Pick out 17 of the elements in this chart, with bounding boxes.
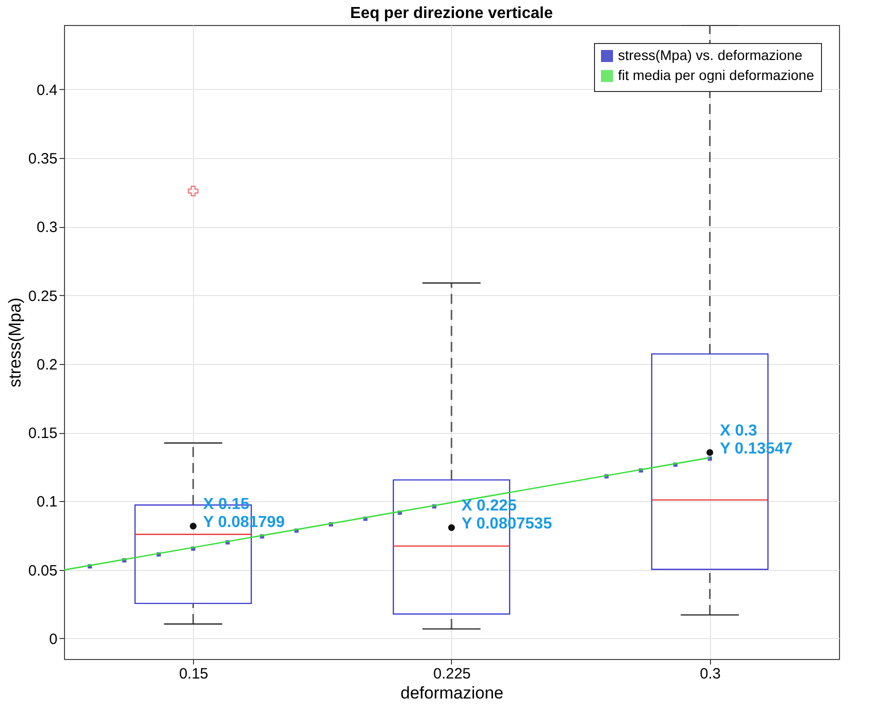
y-tick-label: 0: [49, 630, 58, 648]
y-tick-label: 0.2: [36, 356, 58, 374]
chart-title: Eeq per direzione verticale: [350, 5, 553, 22]
x-tick-label: 0.15: [179, 666, 208, 682]
x-tick-label: 0.225: [433, 666, 471, 682]
legend-label: fit media per ogni deformazione: [618, 67, 814, 83]
y-tick-label: 0.25: [28, 288, 58, 305]
y-tick-label: 0.4: [36, 82, 58, 99]
x-tick-label: 0.3: [700, 666, 721, 682]
y-tick-label: 0.35: [28, 150, 58, 168]
y-tick-label: 0.05: [28, 562, 58, 580]
legend-label: stress(Mpa) vs. deformazione: [618, 47, 803, 63]
y-axis-title: stress(Mpa): [5, 298, 24, 388]
y-tick-label: 0.1: [36, 494, 58, 511]
y-tick-label: 0.3: [36, 219, 58, 236]
y-tick-label: 0.15: [28, 425, 58, 442]
x-axis-title: deformazione: [400, 684, 504, 702]
